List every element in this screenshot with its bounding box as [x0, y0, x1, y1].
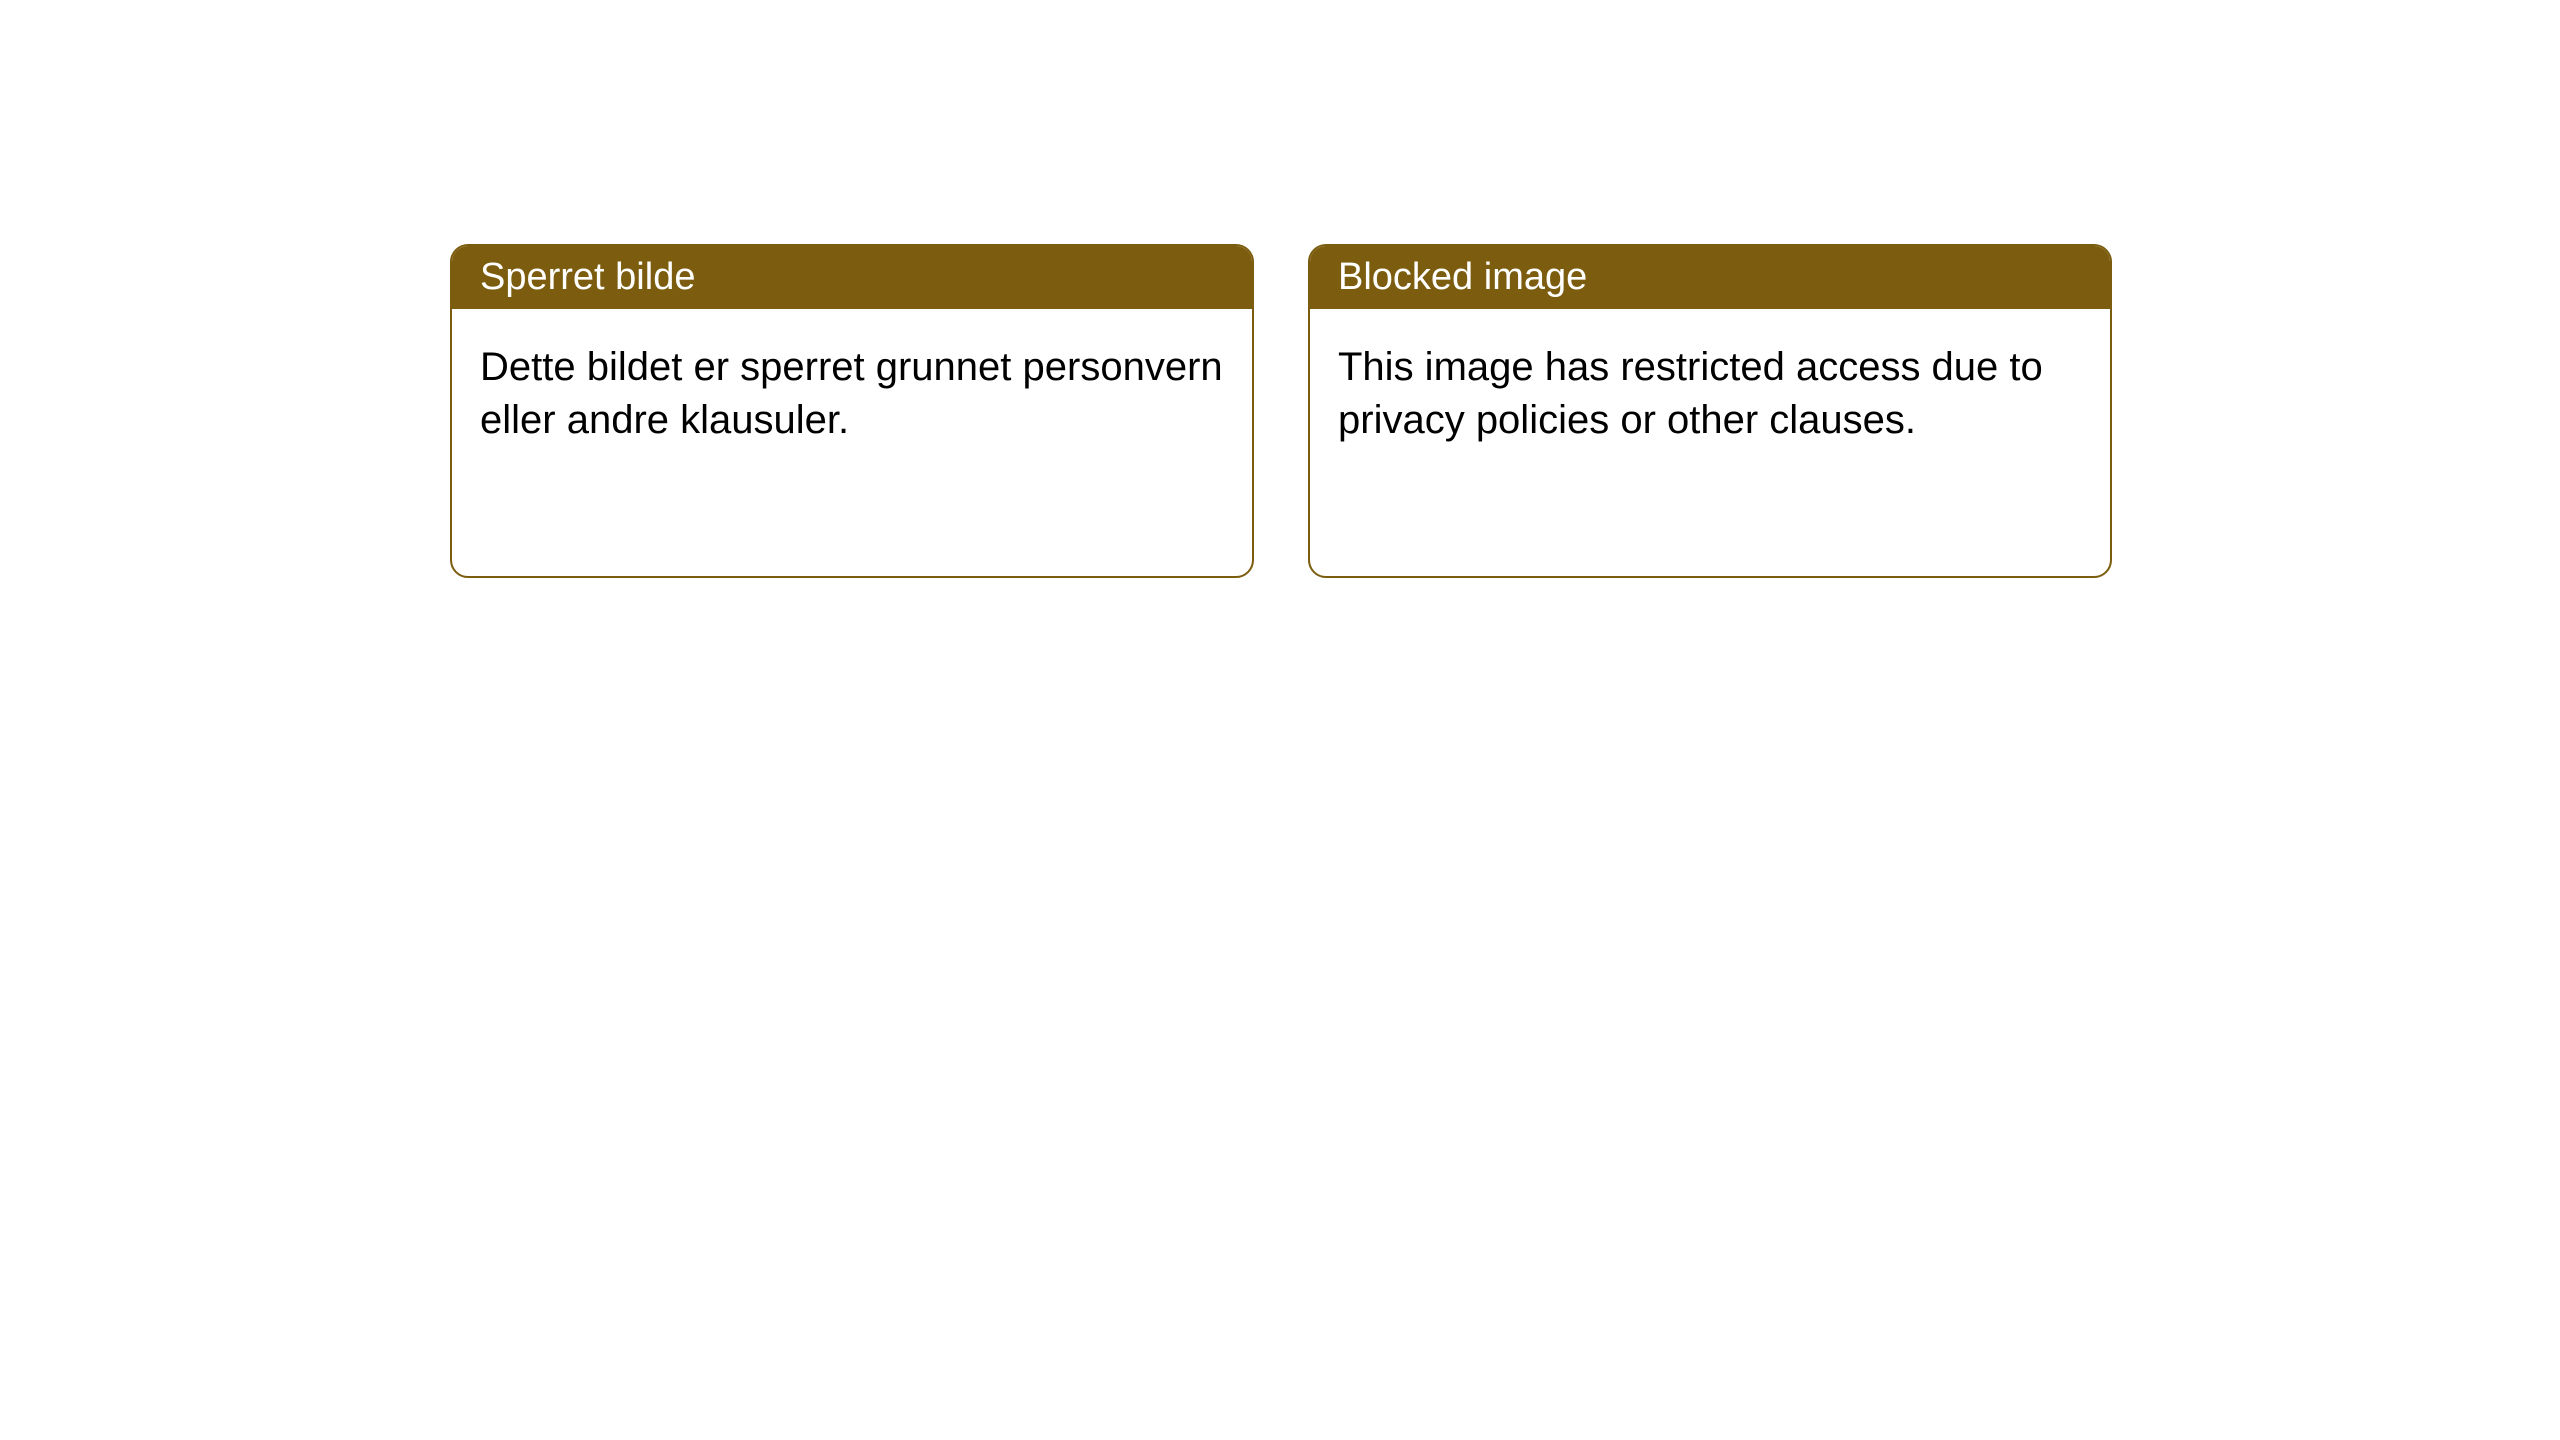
notice-body: This image has restricted access due to … [1310, 309, 2110, 479]
notice-card-english: Blocked image This image has restricted … [1308, 244, 2112, 578]
notice-header: Blocked image [1310, 246, 2110, 309]
notice-card-norwegian: Sperret bilde Dette bildet er sperret gr… [450, 244, 1254, 578]
notice-header: Sperret bilde [452, 246, 1252, 309]
notice-body: Dette bildet er sperret grunnet personve… [452, 309, 1252, 479]
notice-container: Sperret bilde Dette bildet er sperret gr… [0, 0, 2560, 578]
